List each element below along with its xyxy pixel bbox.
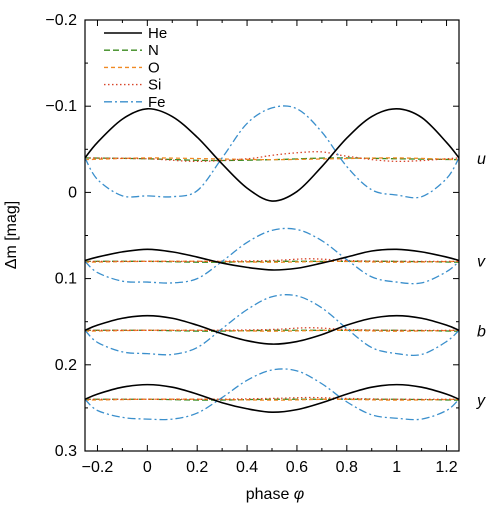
y-tick-label: 0: [68, 184, 77, 201]
series-y-O: [85, 398, 459, 401]
series-b-O: [85, 329, 459, 332]
x-axis-tick-labels: −0.2 0 0.2 0.4 0.6 0.8 1 1.2: [82, 459, 458, 476]
series-u-Fe: [85, 105, 459, 199]
y-axis-tick-labels: −0.2 −0.1 0 0.1 0.2 0.3: [45, 12, 77, 460]
y-tick-label: 0.2: [55, 357, 77, 374]
series-v-He: [85, 248, 459, 271]
legend-label-Fe: Fe: [148, 94, 166, 111]
x-axis-label: phase φ: [246, 486, 304, 503]
band-label-v: v: [477, 253, 486, 270]
x-tick-label: 0.2: [186, 459, 208, 476]
plot-frame: [84, 19, 460, 452]
series-b-N: [85, 329, 459, 332]
series-v-N: [85, 260, 459, 263]
series-y-Fe: [85, 368, 459, 421]
series-b-Fe: [85, 294, 459, 357]
y-axis-label: Δm [mag]: [3, 201, 20, 269]
series-v-Fe: [85, 227, 459, 285]
x-tick-label: 1.2: [435, 459, 457, 476]
band-label-y: y: [476, 392, 486, 409]
y-tick-label: −0.1: [45, 98, 77, 115]
y-tick-label: 0.1: [55, 271, 77, 288]
x-tick-label: 0.8: [336, 459, 358, 476]
x-tick-label: 1: [392, 459, 401, 476]
plot-area: [85, 105, 459, 421]
series-y-He: [85, 383, 459, 414]
legend-label-Si: Si: [148, 77, 161, 94]
band-labels: u v b y: [476, 151, 486, 409]
band-label-b: b: [477, 323, 486, 340]
band-label-u: u: [477, 151, 486, 168]
x-tick-label: −0.2: [82, 459, 114, 476]
legend-label-O: O: [148, 59, 160, 76]
series-u-O: [85, 157, 459, 161]
y-tick-label: −0.2: [45, 12, 77, 29]
x-tick-label: 0.4: [236, 459, 258, 476]
legend-label-N: N: [148, 42, 159, 59]
series-b-He: [85, 314, 459, 345]
series-y-N: [85, 398, 459, 401]
series-u-Si: [85, 151, 459, 163]
series-v-O: [85, 260, 459, 263]
y-tick-label: 0.3: [55, 443, 77, 460]
legend-label-He: He: [148, 25, 167, 42]
series-u-He: [85, 107, 459, 202]
x-tick-label: 0: [143, 459, 152, 476]
x-tick-label: 0.6: [286, 459, 308, 476]
series-u-N: [85, 157, 459, 162]
